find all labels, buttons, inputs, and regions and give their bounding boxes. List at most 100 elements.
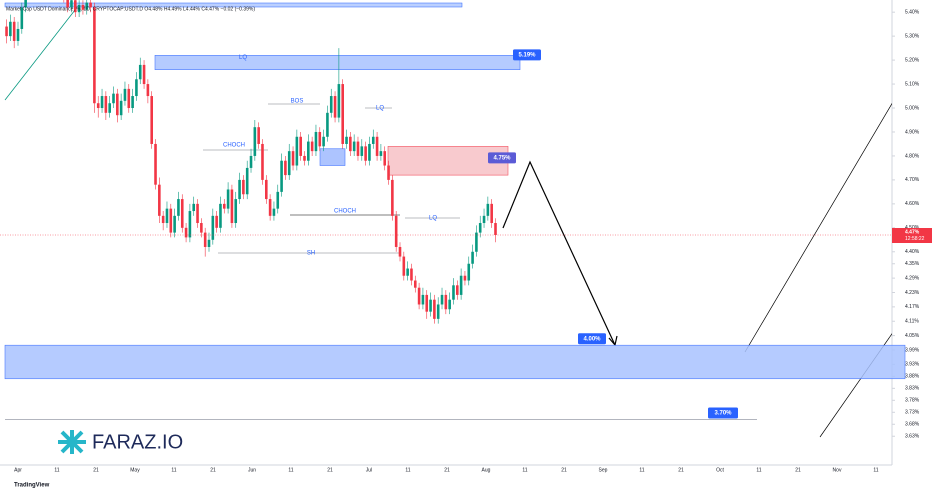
candle-body — [478, 223, 482, 233]
candle-body — [112, 93, 115, 104]
candle-body — [74, 0, 77, 13]
zone — [154, 55, 521, 70]
candle-body — [490, 203, 493, 224]
candle-body — [66, 0, 69, 8]
x-tick-label: 21 — [444, 467, 450, 473]
x-tick-label: 11 — [171, 467, 176, 473]
candle-body — [337, 84, 341, 118]
candle-body — [211, 215, 215, 240]
annotation: SH — [307, 251, 315, 257]
candle-body — [494, 223, 497, 235]
x-tick-label: May — [130, 467, 140, 473]
x-tick-label: 11 — [288, 467, 293, 473]
candle-body — [100, 96, 104, 109]
candle-body — [184, 227, 188, 238]
candle-body — [81, 5, 85, 10]
candle-body — [245, 167, 249, 195]
candle-body — [226, 189, 230, 209]
candle-body — [295, 136, 299, 166]
candle-body — [444, 294, 448, 310]
y-tick-label: 3.93% — [905, 362, 920, 368]
candle-body — [410, 268, 413, 281]
candle-body — [265, 179, 268, 200]
candle-body — [452, 285, 455, 300]
annotation: BOS — [291, 99, 304, 105]
y-tick-label: 3.78% — [905, 398, 920, 404]
projection-arrow — [502, 160, 616, 346]
candle-body — [249, 155, 253, 168]
candle-body — [85, 2, 89, 10]
candle-body — [138, 64, 142, 80]
x-tick-label: 21 — [561, 467, 567, 473]
y-tick-label: 4.40% — [905, 249, 920, 255]
candle-body — [456, 285, 459, 295]
x-tick-label: 11 — [522, 467, 527, 473]
candle-body — [192, 203, 196, 212]
candle-body — [368, 143, 371, 161]
candle-body — [131, 96, 134, 109]
x-tick-label: 11 — [405, 467, 410, 473]
x-tick-label: 21 — [795, 467, 801, 473]
candle-body — [486, 203, 490, 216]
candle-body — [180, 199, 184, 228]
y-tick-label: 4.05% — [905, 333, 920, 339]
candle-body — [307, 141, 310, 161]
y-tick-label: 5.10% — [905, 81, 920, 87]
footer-brand: TradingView — [14, 483, 50, 489]
x-tick-label: Aug — [482, 467, 491, 473]
candle-body — [161, 215, 165, 224]
candle-body — [379, 151, 383, 156]
candle-body — [238, 179, 241, 200]
candle-body — [234, 199, 238, 224]
candle-body — [276, 191, 280, 209]
candle-body — [364, 146, 367, 161]
candle-body — [341, 84, 344, 144]
x-tick-label: Jul — [366, 467, 372, 473]
y-tick-label: 5.20% — [905, 57, 920, 63]
y-tick-label: 3.68% — [905, 422, 920, 428]
x-tick-label: 11 — [639, 467, 644, 473]
candle-body — [417, 287, 421, 305]
candle-body — [257, 127, 260, 144]
y-tick-label: 4.23% — [905, 290, 920, 296]
candle-body — [440, 294, 444, 305]
candle-body — [402, 256, 406, 276]
price-tag — [513, 49, 541, 61]
candle-body — [329, 96, 333, 113]
y-tick-label: 4.60% — [905, 201, 920, 207]
zone-label: LQ — [239, 55, 247, 61]
candle-body — [196, 203, 199, 224]
price-tag-label: 3.70% — [714, 411, 732, 417]
top-band — [4, 2, 463, 8]
y-tick-label: 4.80% — [905, 153, 920, 159]
annotation: CHOCH — [223, 143, 245, 149]
y-tick-label: 4.17% — [905, 304, 920, 310]
candle-body — [318, 131, 322, 147]
candle-body — [104, 96, 108, 113]
price-tag-label: 4.75% — [493, 155, 511, 161]
candle-body — [398, 246, 402, 257]
x-tick-label: Nov — [833, 467, 842, 473]
x-tick-label: 11 — [873, 467, 878, 473]
candle-body — [150, 96, 153, 144]
price-tag — [488, 152, 516, 164]
candle-body — [93, 7, 96, 104]
candle-body — [268, 199, 272, 216]
candle-body — [119, 100, 123, 116]
price-tag — [708, 407, 738, 419]
x-tick-label: 11 — [54, 467, 59, 473]
symbol-header: Market Cap USDT Dominance, %, 1D, CRYPTO… — [6, 6, 255, 12]
candle-body — [158, 184, 161, 216]
candle-body — [314, 131, 318, 152]
candle-body — [322, 136, 325, 147]
candle-body — [459, 275, 463, 295]
candle-body — [413, 280, 417, 288]
candle-body — [394, 215, 398, 247]
candle-body — [261, 143, 264, 180]
candle-body — [230, 189, 234, 224]
annotation: LQ — [429, 216, 437, 222]
y-tick-label: 4.70% — [905, 177, 920, 183]
candle-body — [326, 112, 329, 137]
candle-body — [303, 155, 306, 161]
